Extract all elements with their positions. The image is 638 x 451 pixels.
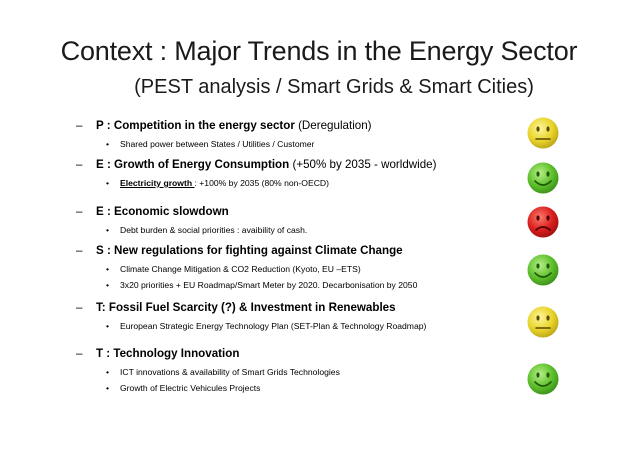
dash-marker: – xyxy=(76,119,83,132)
trend-detail-text: Growth of Electric Vehicules Projects xyxy=(120,383,261,393)
bullet-marker: • xyxy=(106,321,110,331)
slide-title: Context : Major Trends in the Energy Sec… xyxy=(60,36,578,66)
trend-detail-text: : +100% by 2035 (80% non-OECD) xyxy=(194,178,329,188)
trend-heading-rest: (Deregulation) xyxy=(294,119,372,132)
trend-heading-bold: E : Economic slowdown xyxy=(96,205,229,218)
trend-detail: • ICT innovations & availability of Smar… xyxy=(106,366,516,379)
trend-detail: • Climate Change Mitigation & CO2 Reduct… xyxy=(106,263,516,276)
dash-marker: – xyxy=(76,158,83,171)
happy-face-icon xyxy=(527,162,559,194)
dash-marker: – xyxy=(76,301,83,314)
trend-detail: • European Strategic Energy Technology P… xyxy=(106,320,516,333)
dash-marker: – xyxy=(76,244,83,257)
trend-heading-bold: E : Growth of Energy Consumption xyxy=(96,158,290,171)
trend-detail: • 3x20 priorities + EU Roadmap/Smart Met… xyxy=(106,279,516,292)
trend-detail: • Shared power between States / Utilitie… xyxy=(106,138,516,151)
slide-subtitle: (PEST analysis / Smart Grids & Smart Cit… xyxy=(134,76,534,98)
trend-detail: • Growth of Electric Vehicules Projects xyxy=(106,382,516,395)
trend-detail: • Electricity growth : +100% by 2035 (80… xyxy=(106,177,516,190)
trend-detail-emphasis: Electricity growth xyxy=(120,178,195,188)
bullet-marker: • xyxy=(106,383,110,393)
trend-item-consumption: – E : Growth of Energy Consumption (+50%… xyxy=(76,158,516,190)
bullet-marker: • xyxy=(106,178,110,188)
trend-heading: – P : Competition in the energy sector (… xyxy=(76,119,516,133)
bullet-marker: • xyxy=(106,225,110,235)
dash-marker: – xyxy=(76,205,83,218)
trend-heading-bold: P : Competition in the energy sector xyxy=(96,119,295,132)
trend-item-innovation: – T : Technology Innovation • ICT innova… xyxy=(76,347,516,395)
dash-marker: – xyxy=(76,347,83,360)
trend-item-regulations: – S : New regulations for fighting again… xyxy=(76,244,516,292)
trend-detail-text: 3x20 priorities + EU Roadmap/Smart Meter… xyxy=(120,280,418,290)
trend-heading: – T : Technology Innovation xyxy=(76,347,516,361)
trend-detail-text: ICT innovations & availability of Smart … xyxy=(120,367,340,377)
trend-item-competition: – P : Competition in the energy sector (… xyxy=(76,119,516,151)
trend-heading: – T: Fossil Fuel Scarcity (?) & Investme… xyxy=(76,301,516,315)
trend-heading-bold: T: Fossil Fuel Scarcity (?) & Investment… xyxy=(96,301,396,314)
neutral-face-icon xyxy=(527,306,559,338)
trend-heading: – E : Growth of Energy Consumption (+50%… xyxy=(76,158,516,172)
sad-face-icon xyxy=(527,206,559,238)
trend-detail-text: Debt burden & social priorities : avaibi… xyxy=(120,225,308,235)
trend-heading-bold: T : Technology Innovation xyxy=(96,347,240,360)
bullet-marker: • xyxy=(106,280,110,290)
trend-detail: • Debt burden & social priorities : avai… xyxy=(106,224,516,237)
trend-detail-text: European Strategic Energy Technology Pla… xyxy=(120,321,427,331)
trend-heading: – S : New regulations for fighting again… xyxy=(76,244,516,258)
trend-heading-rest: (+50% by 2035 - worldwide) xyxy=(289,158,437,171)
bullet-marker: • xyxy=(106,367,110,377)
trend-heading-bold: S : New regulations for fighting against… xyxy=(96,244,403,257)
bullet-marker: • xyxy=(106,264,110,274)
neutral-face-icon xyxy=(527,117,559,149)
happy-face-icon xyxy=(527,254,559,286)
trend-item-renewables: – T: Fossil Fuel Scarcity (?) & Investme… xyxy=(76,301,516,333)
trend-item-slowdown: – E : Economic slowdown • Debt burden & … xyxy=(76,205,516,237)
trend-detail-text: Shared power between States / Utilities … xyxy=(120,139,315,149)
trend-heading: – E : Economic slowdown xyxy=(76,205,516,219)
bullet-marker: • xyxy=(106,139,110,149)
trend-detail-text: Climate Change Mitigation & CO2 Reductio… xyxy=(120,264,361,274)
happy-face-icon xyxy=(527,363,559,395)
